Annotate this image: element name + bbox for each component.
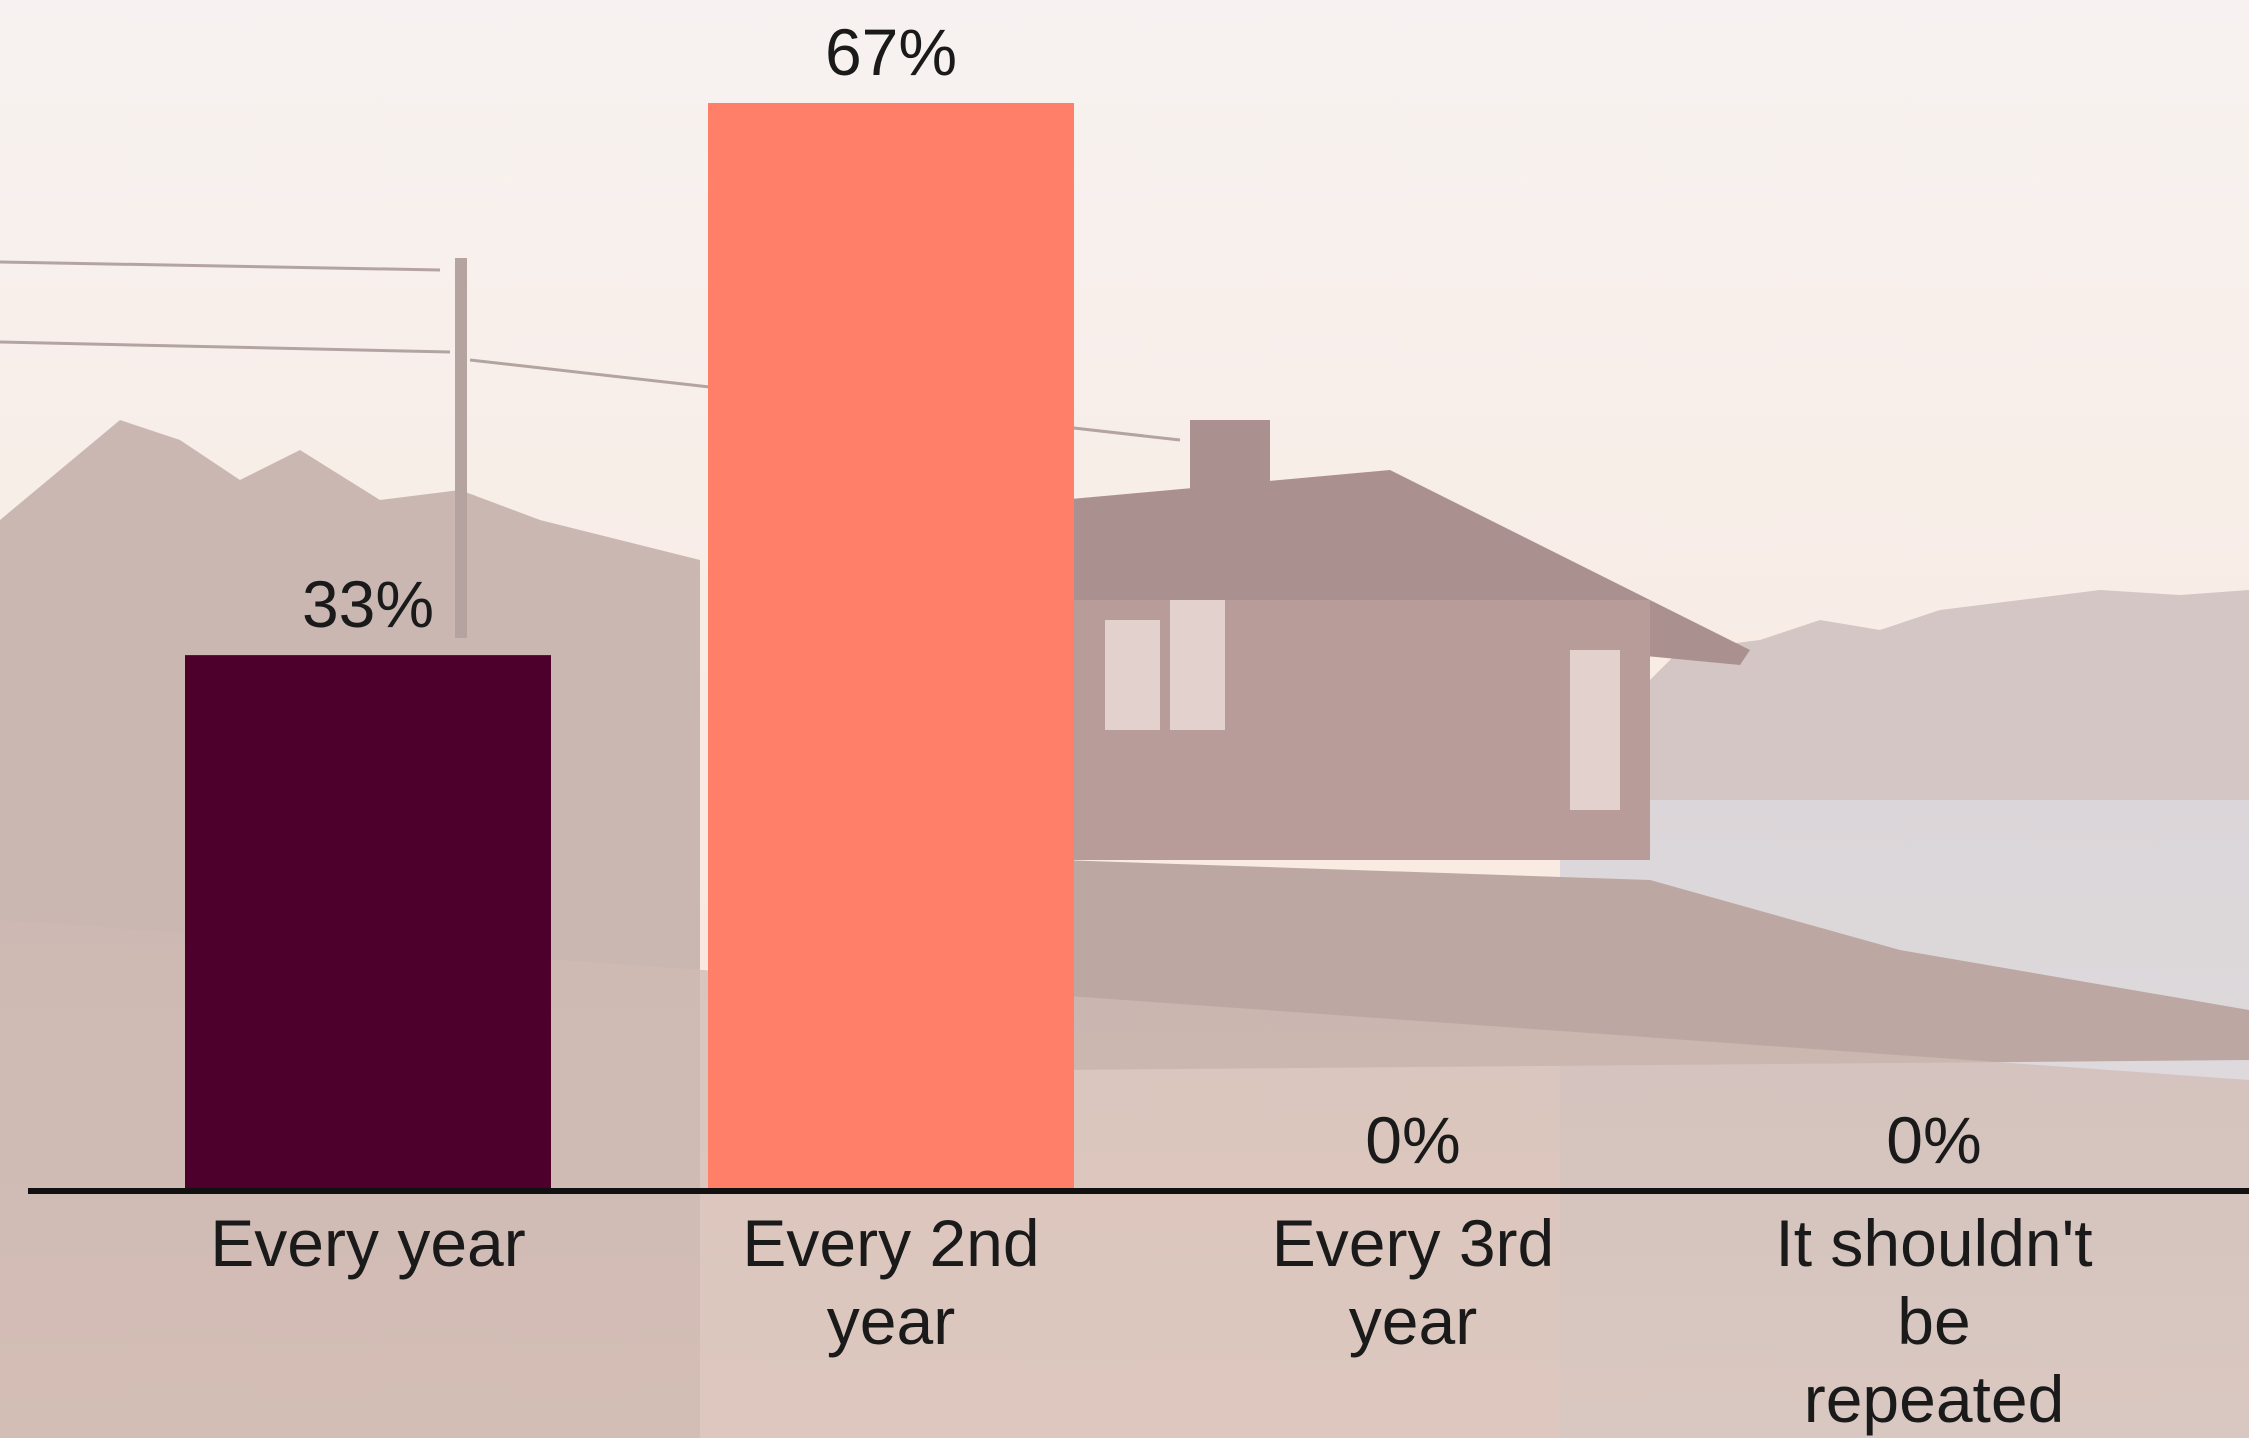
- category-label-line: repeated: [1804, 1362, 2065, 1436]
- value-label-2: 67%: [825, 15, 957, 89]
- category-label-line: be: [1897, 1284, 1970, 1358]
- category-label-line: Every year: [210, 1206, 525, 1280]
- category-label-line: Every 3rd: [1272, 1206, 1554, 1280]
- value-labels-group: 33% 67% 0% 0%: [302, 15, 1982, 1177]
- bar-1: [185, 655, 551, 1191]
- power-line-1: [0, 260, 441, 272]
- distant-trees: [1640, 590, 2249, 810]
- category-label-line: It shouldn't: [1775, 1206, 2092, 1280]
- category-label-1: Every year: [210, 1206, 525, 1280]
- category-label-line: Every 2nd: [742, 1206, 1039, 1280]
- house-chimney: [1190, 420, 1270, 490]
- value-label-1: 33%: [302, 567, 434, 641]
- bar-2: [708, 103, 1074, 1191]
- category-label-3: Every 3rd year: [1272, 1206, 1554, 1358]
- power-line-2: [0, 340, 451, 354]
- category-label-line: year: [827, 1284, 955, 1358]
- reeds-foreground: [0, 920, 2249, 1438]
- value-label-4: 0%: [1886, 1103, 1981, 1177]
- category-label-line: year: [1349, 1284, 1477, 1358]
- house-door: [1570, 650, 1620, 810]
- value-label-3: 0%: [1365, 1103, 1460, 1177]
- bars-group: [185, 103, 1074, 1191]
- category-label-2: Every 2nd year: [742, 1206, 1039, 1358]
- category-label-4: It shouldn't be repeated: [1775, 1206, 2092, 1436]
- house-window-2: [1170, 600, 1225, 730]
- utility-pole: [455, 258, 467, 638]
- house-window-1: [1105, 620, 1160, 730]
